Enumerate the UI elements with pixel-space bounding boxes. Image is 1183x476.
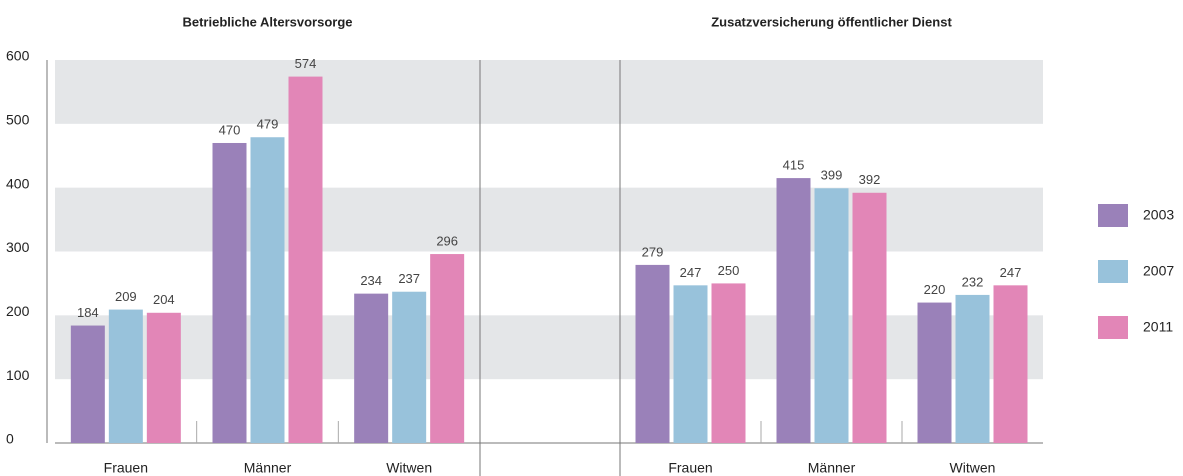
y-tick-label: 300 — [6, 239, 30, 255]
value-label: 470 — [219, 122, 241, 137]
value-label: 250 — [718, 263, 740, 278]
value-label: 479 — [257, 117, 279, 132]
value-label: 237 — [398, 271, 420, 286]
legend-swatch — [1098, 316, 1128, 339]
x-tick-label: Männer — [808, 460, 856, 476]
bar — [212, 142, 247, 443]
bar — [993, 285, 1028, 443]
value-label: 234 — [360, 273, 382, 288]
value-label: 574 — [295, 56, 317, 71]
value-label: 399 — [821, 168, 843, 183]
value-label: 204 — [153, 292, 175, 307]
bar — [776, 178, 811, 443]
legend-label: 2007 — [1143, 263, 1174, 279]
bar — [70, 325, 105, 443]
x-tick-label: Frauen — [104, 460, 148, 476]
bar — [917, 302, 952, 443]
value-label: 279 — [642, 244, 664, 259]
bar — [814, 188, 849, 443]
grid-band — [55, 187, 1043, 252]
legend-swatch — [1098, 204, 1128, 227]
legend-label: 2003 — [1143, 207, 1174, 223]
x-tick-label: Witwen — [386, 460, 432, 476]
value-label: 247 — [680, 265, 702, 280]
value-label: 247 — [1000, 265, 1022, 280]
bar — [955, 294, 990, 443]
bar — [354, 293, 389, 443]
bar — [288, 76, 323, 443]
bar — [673, 285, 708, 443]
value-label: 209 — [115, 289, 137, 304]
grid-band — [55, 315, 1043, 380]
panel-title: Betriebliche Altersvorsorge — [182, 14, 352, 29]
legend-label: 2011 — [1143, 319, 1173, 335]
x-tick-label: Frauen — [668, 460, 712, 476]
bar — [711, 283, 746, 443]
y-tick-label: 200 — [6, 303, 30, 319]
value-label: 220 — [924, 282, 946, 297]
panel-title: Zusatzversicherung öffentlicher Dienst — [711, 14, 952, 29]
y-tick-label: 500 — [6, 112, 30, 128]
value-label: 415 — [783, 158, 805, 173]
bar — [146, 312, 181, 443]
value-label: 232 — [962, 274, 984, 289]
bar — [852, 192, 887, 443]
bar — [250, 137, 285, 443]
value-label: 296 — [436, 233, 458, 248]
x-tick-label: Männer — [244, 460, 292, 476]
legend-swatch — [1098, 260, 1128, 283]
bar — [635, 264, 670, 443]
bar — [108, 309, 143, 443]
y-tick-label: 100 — [6, 367, 30, 383]
y-tick-label: 600 — [6, 48, 30, 64]
bar — [392, 291, 427, 443]
bar — [430, 254, 465, 443]
x-tick-label: Witwen — [950, 460, 996, 476]
value-label: 184 — [77, 305, 99, 320]
grid-band — [55, 60, 1043, 124]
y-tick-label: 400 — [6, 175, 30, 191]
y-tick-label: 0 — [6, 431, 14, 447]
value-label: 392 — [859, 172, 881, 187]
